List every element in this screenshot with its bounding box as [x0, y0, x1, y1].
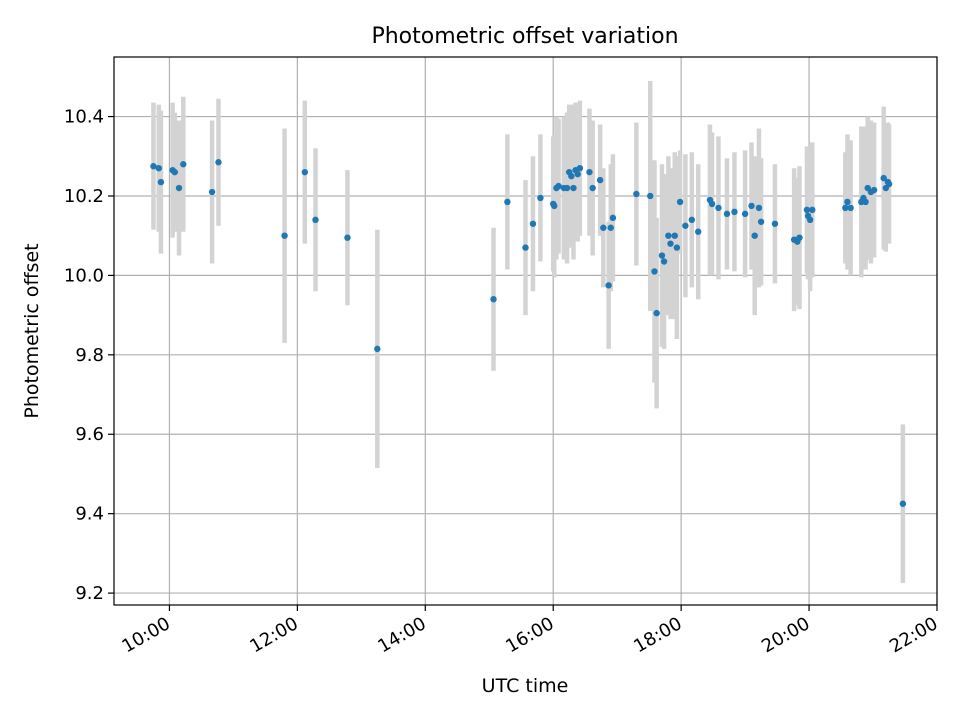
data-point — [796, 234, 803, 241]
data-point — [673, 244, 681, 251]
data-point — [751, 232, 758, 239]
data-point — [682, 222, 689, 229]
plot-frame — [113, 56, 938, 606]
data-point — [658, 252, 666, 259]
data-point — [755, 204, 763, 212]
y-ticks: 9.2 9.4 9.6 9.8 10.0 10.2 10.4 — [64, 107, 114, 604]
y-axis-label: Photometric offset — [21, 243, 43, 418]
data-point — [180, 161, 187, 168]
data-point — [551, 202, 558, 210]
data-point — [885, 180, 893, 188]
data-point — [660, 258, 668, 265]
data-point — [844, 198, 851, 206]
data-point — [809, 206, 816, 214]
y-tick-label: 10.4 — [64, 107, 104, 128]
data-point — [757, 218, 765, 225]
x-tick-label: 14:00 — [374, 613, 429, 657]
data-point — [899, 500, 907, 507]
data-point — [537, 194, 544, 202]
data-point — [688, 216, 696, 224]
data-point — [748, 202, 755, 210]
x-tick-label: 12:00 — [246, 613, 301, 657]
data-point — [374, 345, 381, 353]
data-point — [862, 198, 869, 206]
data-point — [880, 174, 887, 182]
x-tick-label: 18:00 — [630, 613, 685, 657]
data-point — [806, 216, 814, 224]
data-point — [633, 190, 640, 198]
data-point — [715, 204, 722, 212]
data-point — [667, 240, 674, 247]
data-point — [504, 198, 511, 206]
x-ticks: 10:00 12:00 14:00 16:00 18:00 20:00 22:00 — [119, 605, 942, 657]
data-point — [605, 282, 612, 289]
data-points — [150, 159, 907, 507]
data-point — [647, 192, 654, 200]
data-point — [175, 184, 183, 192]
data-point — [281, 232, 288, 239]
data-point — [676, 198, 684, 206]
data-point — [708, 200, 716, 208]
data-point — [731, 208, 738, 216]
data-point — [723, 210, 731, 218]
data-point — [576, 164, 584, 172]
data-point — [563, 184, 571, 192]
data-point — [215, 159, 222, 166]
y-tick-label: 9.6 — [75, 424, 104, 445]
data-point — [870, 186, 878, 194]
data-point — [574, 170, 581, 178]
data-point — [695, 228, 702, 235]
x-tick-label: 22:00 — [886, 613, 941, 657]
x-tick-label: 20:00 — [758, 613, 813, 657]
data-point — [208, 188, 216, 196]
data-point — [157, 178, 165, 186]
data-point — [596, 176, 604, 184]
x-tick-label: 16:00 — [502, 613, 557, 657]
data-point — [589, 184, 596, 192]
chart-title: Photometric offset variation — [371, 24, 678, 49]
data-point — [607, 224, 614, 231]
data-point — [741, 210, 749, 218]
data-point — [171, 168, 178, 176]
data-point — [490, 296, 497, 303]
data-point — [568, 172, 575, 180]
data-point — [312, 216, 319, 224]
y-tick-label: 9.4 — [75, 504, 104, 525]
x-tick-label: 10:00 — [119, 613, 174, 657]
data-point — [529, 220, 537, 227]
data-point — [609, 214, 617, 222]
data-point — [651, 268, 658, 275]
data-point — [600, 224, 607, 231]
data-point — [842, 204, 849, 212]
y-tick-label: 10.0 — [64, 265, 104, 286]
data-point — [570, 184, 577, 192]
grid — [114, 57, 938, 605]
data-point — [522, 244, 529, 251]
data-point — [150, 163, 157, 170]
data-point — [586, 168, 593, 176]
data-point — [344, 234, 351, 241]
data-point — [653, 309, 660, 317]
data-point — [803, 206, 811, 214]
data-point — [847, 204, 854, 212]
x-axis-label: UTC time — [482, 675, 569, 697]
y-tick-label: 10.2 — [64, 186, 104, 207]
y-tick-label: 9.2 — [75, 583, 104, 604]
data-point — [155, 164, 162, 172]
data-point — [555, 182, 562, 190]
errorbars — [151, 80, 906, 584]
data-point — [671, 232, 678, 239]
data-point — [665, 232, 672, 239]
data-point — [771, 220, 779, 227]
y-tick-label: 9.8 — [75, 345, 104, 366]
data-point — [301, 168, 309, 176]
